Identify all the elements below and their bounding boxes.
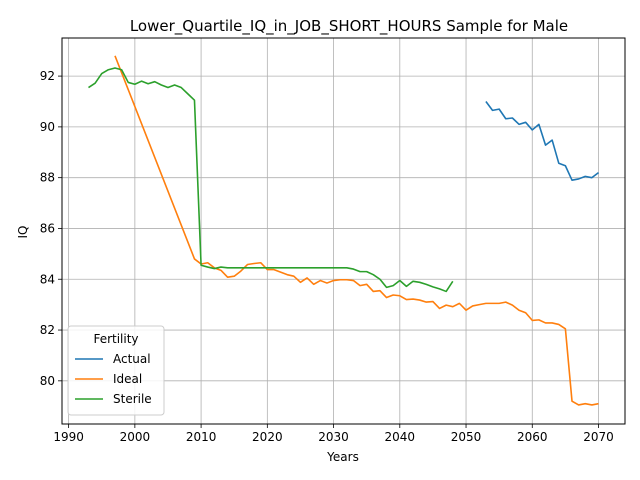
- y-axis-ticks: 80 82 84 86 88 90 92: [40, 69, 62, 388]
- x-axis-label: Years: [326, 450, 359, 464]
- x-tick-label: 1990: [53, 430, 84, 444]
- x-tick-label: 2010: [186, 430, 217, 444]
- x-tick-label: 2030: [318, 430, 349, 444]
- chart-title: Lower_Quartile_IQ_in_JOB_SHORT_HOURS Sam…: [130, 17, 568, 36]
- y-tick-label: 92: [40, 69, 55, 83]
- x-tick-label: 2040: [385, 430, 416, 444]
- y-tick-label: 88: [40, 171, 55, 185]
- legend-box: [67, 325, 165, 416]
- series-line-ideal: [114, 55, 599, 406]
- y-tick-label: 82: [40, 323, 55, 337]
- x-tick-label: 2050: [451, 430, 482, 444]
- legend-label-ideal: Ideal: [113, 372, 142, 386]
- series-layer: [88, 55, 599, 406]
- legend-title: Fertility: [93, 332, 138, 346]
- y-tick-label: 84: [40, 272, 55, 286]
- y-tick-label: 90: [40, 120, 55, 134]
- plot-frame: [61, 37, 626, 425]
- series-line-actual: [485, 101, 599, 182]
- x-tick-label: 2060: [517, 430, 548, 444]
- legend-label-actual: Actual: [113, 352, 151, 366]
- legend-label-sterile: Sterile: [113, 392, 152, 406]
- y-tick-label: 80: [40, 374, 55, 388]
- x-tick-label: 2020: [252, 430, 283, 444]
- x-tick-label: 2000: [120, 430, 151, 444]
- legend: Fertility Actual Ideal Sterile: [67, 325, 165, 416]
- series-line-sterile: [88, 67, 454, 293]
- x-tick-label: 2070: [583, 430, 614, 444]
- grid-lines: [62, 38, 625, 424]
- x-axis-ticks: 1990 2000 2010 2020 2030 2040 2050 2060 2070: [53, 424, 614, 444]
- y-axis-label: IQ: [16, 226, 30, 239]
- y-tick-label: 86: [40, 221, 55, 235]
